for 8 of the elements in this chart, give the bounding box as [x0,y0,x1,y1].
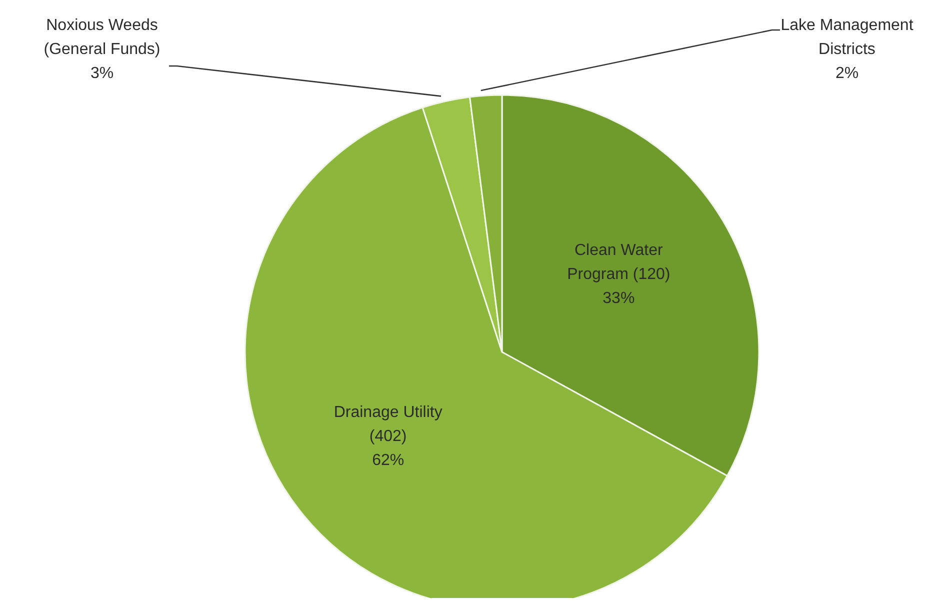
slice-label: Clean Water Program (120) [567,242,670,284]
slice-label: Noxious Weeds (General Funds) [44,17,160,58]
slice-label: Lake Management Districts [780,17,914,58]
data-label: 3% [90,65,114,82]
slice-label: Drainage Utility (402) [334,404,442,446]
data-label: 62% [372,452,404,470]
data-label: 33% [602,290,635,308]
data-label: 2% [835,65,859,82]
